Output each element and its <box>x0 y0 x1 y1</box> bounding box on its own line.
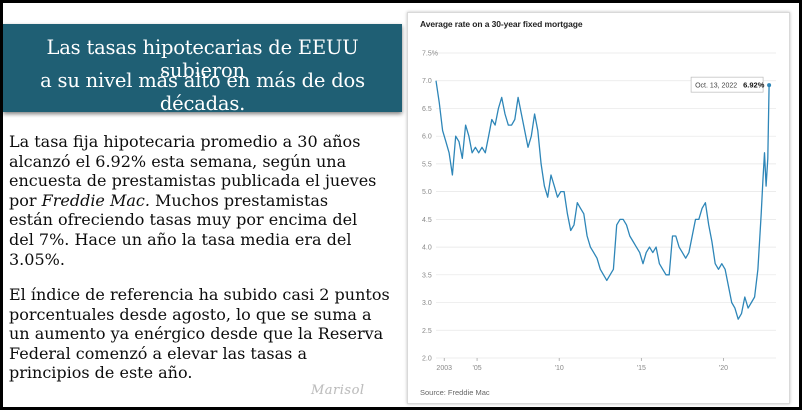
x-tick-label: '05 <box>473 365 482 372</box>
article-paragraph-1: La tasa fija hipotecaria promedio a 30 a… <box>9 132 401 269</box>
y-tick-label: 2.5 <box>422 328 432 335</box>
paragraph-line: La tasa fija hipotecaria promedio a 30 a… <box>9 132 361 151</box>
paragraph-line: están ofreciendo tasas muy por encima de… <box>9 210 358 230</box>
y-tick-label: 7.5% <box>422 51 438 58</box>
x-tick-label: '15 <box>637 365 646 372</box>
paragraph-line: 3.05%. <box>9 249 65 269</box>
chart-title: Average rate on a 30-year fixed mortgage <box>420 19 583 29</box>
paragraph-line: por Freddie Mac. Muchos prestamistas <box>9 190 329 210</box>
y-tick-label: 3.0 <box>422 300 432 307</box>
y-tick-label: 5.5 <box>422 161 432 168</box>
paragraph-line: encuesta de prestamistas publicada el ju… <box>9 171 377 191</box>
y-tick-label: 7.0 <box>422 78 432 85</box>
paragraph-line: del 7%. Hace un año la tasa media era de… <box>9 229 352 249</box>
headline-banner: Las tasas hipotecarias de EEUU subieron … <box>3 24 402 115</box>
chart-plot: 7.5% 7.0 6.5 6.0 5.5 5.0 4.5 4.0 3.5 3.0 2.5 2.0 200… <box>422 51 776 372</box>
y-tick-label: 6.5 <box>422 106 432 113</box>
annotation-point <box>767 83 772 88</box>
x-tick-label: 2003 <box>436 365 452 372</box>
series-line <box>435 80 770 320</box>
x-tick-label: '10 <box>555 365 564 372</box>
chart-source: Source: Freddie Mac <box>420 388 490 397</box>
infographic-frame: Las tasas hipotecarias de EEUU subieron … <box>3 3 799 407</box>
article-paragraph-2: El índice de referencia ha subido casi 2… <box>9 285 401 383</box>
headline-line-2: a su nivel más alto en más de dos década… <box>40 69 365 115</box>
paragraph-line: alcanzó el 6.92% esta semana, según una <box>9 151 347 171</box>
annotation-box <box>690 76 764 93</box>
x-tick-label: '20 <box>719 365 728 372</box>
y-tick-label: 6.0 <box>422 134 432 141</box>
annotation-value: 6.92% <box>743 81 765 90</box>
watermark-signature: Marisol <box>311 383 365 398</box>
freddie-mac-name: Freddie Mac. <box>41 190 150 210</box>
paragraph-line: El índice de referencia ha subido casi 2… <box>9 285 390 304</box>
y-tick-label: 4.0 <box>422 245 432 252</box>
paragraph-line: porcentuales desde agosto, lo que se sum… <box>9 304 372 324</box>
y-tick-label: 3.5 <box>422 272 432 279</box>
y-tick-label: 4.5 <box>422 217 432 224</box>
paragraph-line: principios de este año. <box>9 363 193 383</box>
mortgage-rate-chart: Average rate on a 30-year fixed mortgage… <box>407 12 790 404</box>
paragraph-line: un aumento ya enérgico desde que la Rese… <box>9 324 384 344</box>
headline-line-1: Las tasas hipotecarias de EEUU subieron <box>46 36 359 82</box>
annotation-date: Oct. 13, 2022 <box>695 83 737 90</box>
y-tick-label: 5.0 <box>422 189 432 196</box>
y-tick-label: 2.0 <box>422 356 432 363</box>
paragraph-line: Federal comenzó a elevar las tasas a <box>9 343 307 363</box>
